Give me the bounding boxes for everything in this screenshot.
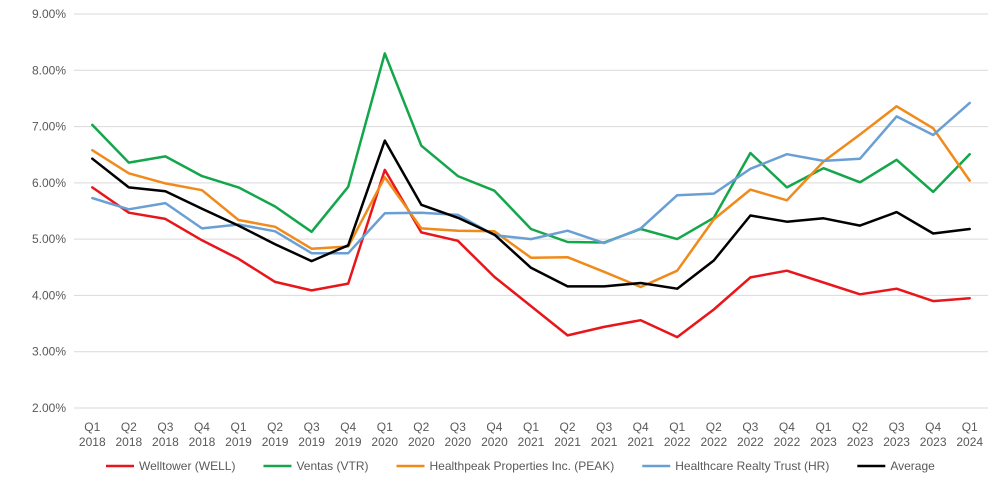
x-tick-label: Q1 2023 <box>810 420 837 449</box>
x-tick-label: Q3 2021 <box>591 420 618 449</box>
series-line-0 <box>91 168 971 339</box>
y-tick-label: 3.00% <box>32 345 66 359</box>
x-tick-label: Q2 2023 <box>847 420 874 449</box>
gridlines <box>74 13 988 409</box>
x-tick-label: Q4 2018 <box>189 420 216 449</box>
series-line-2 <box>91 105 971 289</box>
y-tick-label: 8.00% <box>32 63 66 77</box>
series-line-3 <box>91 101 971 255</box>
y-tick-label: 9.00% <box>32 7 66 21</box>
x-tick-label: Q2 2018 <box>115 420 142 449</box>
x-tick-label: Q1 2019 <box>225 420 252 449</box>
legend-label: Welltower (WELL) <box>139 459 235 473</box>
x-tick-label: Q4 2019 <box>335 420 362 449</box>
x-tick-label: Q2 2019 <box>262 420 289 449</box>
legend-item-4: Average <box>857 459 935 473</box>
legend-item-3: Healthcare Realty Trust (HR) <box>642 459 829 473</box>
x-tick-label: Q3 2019 <box>298 420 325 449</box>
x-tick-label: Q2 2022 <box>700 420 727 449</box>
y-axis-tick-labels: 2.00% 3.00% 4.00% 5.00% 6.00% 7.00% 8.00% 9.00% <box>32 7 66 415</box>
x-tick-label: Q3 2020 <box>445 420 472 449</box>
y-tick-label: 5.00% <box>32 232 66 246</box>
legend-label: Healthcare Realty Trust (HR) <box>675 459 829 473</box>
x-tick-label: Q2 2020 <box>408 420 435 449</box>
legend: Welltower (WELL) Ventas (VTR) Healthpeak P… <box>106 459 935 473</box>
x-tick-label: Q4 2023 <box>920 420 947 449</box>
y-tick-label: 6.00% <box>32 176 66 190</box>
series-lines <box>91 52 971 339</box>
legend-item-1: Ventas (VTR) <box>263 459 369 473</box>
x-tick-label: Q4 2021 <box>627 420 654 449</box>
y-tick-label: 2.00% <box>32 401 66 415</box>
x-tick-label: Q1 2020 <box>371 420 398 449</box>
x-tick-label: Q3 2023 <box>883 420 910 449</box>
x-tick-label: Q2 2021 <box>554 420 581 449</box>
x-tick-label: Q1 2022 <box>664 420 691 449</box>
x-tick-label: Q3 2022 <box>737 420 764 449</box>
series-line-4 <box>91 139 971 290</box>
legend-label: Average <box>890 459 935 473</box>
x-tick-label: Q3 2018 <box>152 420 179 449</box>
x-tick-label: Q1 2018 <box>79 420 106 449</box>
legend-item-0: Welltower (WELL) <box>106 459 235 473</box>
x-axis-tick-labels: Q1 2018 Q2 2018 Q3 2018 Q4 2018 Q1 2019 Q2 2019 Q3 20… <box>79 420 983 449</box>
legend-label: Healthpeak Properties Inc. (PEAK) <box>430 459 615 473</box>
x-tick-label: Q4 2020 <box>481 420 508 449</box>
x-tick-label: Q1 2024 <box>956 420 983 449</box>
x-tick-label: Q1 2021 <box>518 420 545 449</box>
y-tick-label: 7.00% <box>32 120 66 134</box>
legend-item-2: Healthpeak Properties Inc. (PEAK) <box>396 459 615 473</box>
x-tick-label: Q4 2022 <box>774 420 801 449</box>
legend-label: Ventas (VTR) <box>296 459 368 473</box>
y-tick-label: 4.00% <box>32 288 66 302</box>
series-line-1 <box>91 52 971 244</box>
